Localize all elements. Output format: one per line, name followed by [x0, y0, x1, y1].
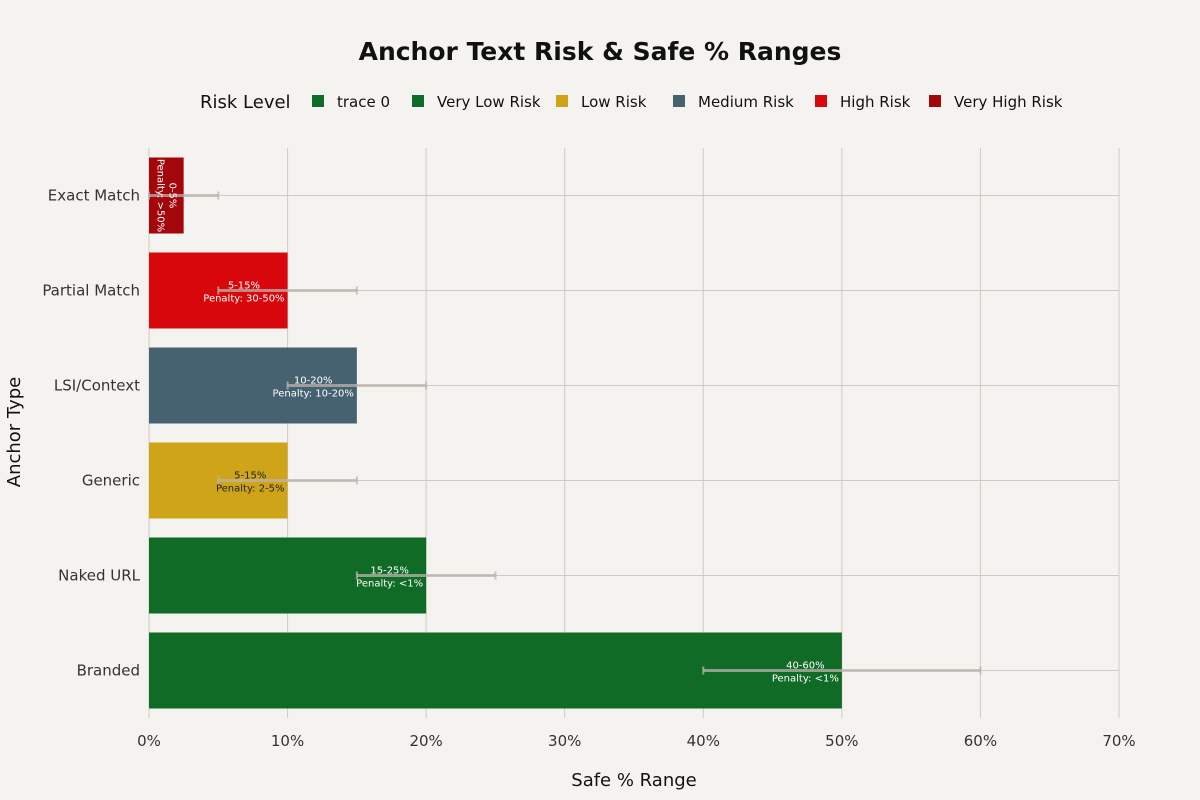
x-tick-label: 30% [548, 732, 581, 750]
y-tick-label: Generic [82, 472, 140, 490]
bar-label-penalty: Penalty: 10-20% [273, 389, 354, 400]
bar-label-range: 0-5% [166, 183, 177, 209]
legend-label: High Risk [840, 93, 911, 111]
legend-label: Medium Risk [698, 93, 794, 111]
bar-label-penalty: Penalty: >50% [154, 159, 165, 232]
legend-swatch [312, 95, 324, 107]
tick-layer: 0% 10% 20% 30% 40% 50% 60% 70% Exact Match Partia… [42, 187, 1135, 751]
y-tick-label: Partial Match [42, 282, 140, 300]
x-tick-label: 60% [964, 732, 997, 750]
chart-title: Anchor Text Risk & Safe % Ranges [359, 37, 842, 66]
legend-label: Low Risk [581, 93, 647, 111]
legend-swatch [673, 95, 685, 107]
y-tick-label: Exact Match [48, 187, 140, 205]
y-axis-title: Anchor Type [4, 377, 25, 488]
x-tick-label: 0% [137, 732, 161, 750]
legend-swatch [815, 95, 827, 107]
y-tick-label: Naked URL [58, 567, 140, 585]
legend-label: Very High Risk [954, 93, 1063, 111]
error-bar-layer [148, 191, 982, 675]
bar-label-penalty: Penalty: <1% [356, 579, 423, 590]
bar-label-range: 40-60% [786, 661, 825, 672]
bar-label-penalty: Penalty: 2-5% [216, 484, 285, 495]
x-axis-title: Safe % Range [571, 770, 696, 791]
x-tick-label: 20% [409, 732, 442, 750]
x-tick-label: 70% [1102, 732, 1135, 750]
bar-label-range: 5-15% [228, 281, 260, 292]
legend-swatch [556, 95, 568, 107]
legend-label: trace 0 [337, 93, 390, 111]
legend-swatch [929, 95, 941, 107]
legend-label: Very Low Risk [437, 93, 541, 111]
bar-layer [149, 157, 842, 709]
bar-label-penalty: Penalty: 30-50% [203, 294, 284, 305]
x-tick-label: 10% [271, 732, 304, 750]
y-tick-label: Branded [77, 662, 140, 680]
bar-label-range: 10-20% [294, 376, 333, 387]
bar-label-range: 5-15% [234, 471, 266, 482]
legend-swatch [412, 95, 424, 107]
legend: Risk Level trace 0 Very Low Risk Low Risk M… [200, 92, 1063, 113]
x-tick-label: 40% [687, 732, 720, 750]
bar-label-penalty: Penalty: <1% [772, 674, 839, 685]
legend-title: Risk Level [200, 92, 291, 113]
x-tick-label: 50% [825, 732, 858, 750]
y-tick-label: LSI/Context [54, 377, 140, 395]
bar-label-layer: 0-5%Penalty: >50% Penalty: 30-50% 5-15% Pen… [154, 159, 839, 685]
bar-label-group: 0-5%Penalty: >50% [154, 159, 177, 232]
bar-label-range: 15-25% [370, 566, 409, 577]
